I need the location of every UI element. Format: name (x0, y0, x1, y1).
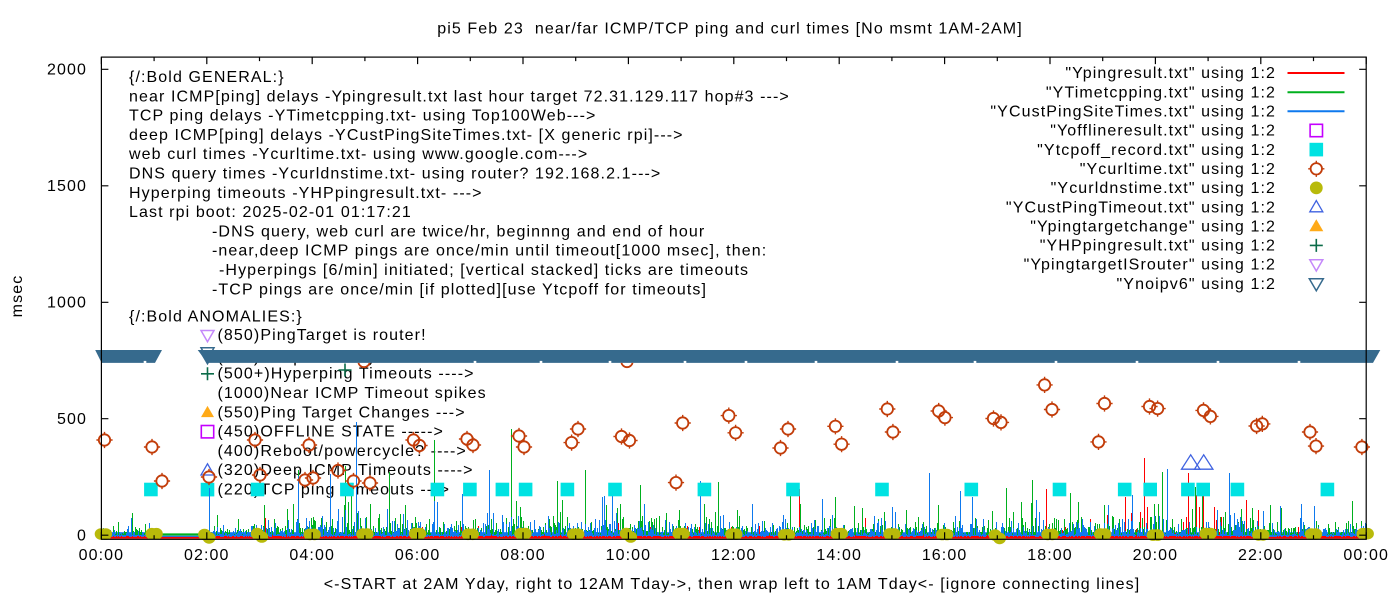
svg-text:22:00: 22:00 (1238, 547, 1284, 564)
svg-text:-Hyperpings [6/min] initiated;: -Hyperpings [6/min] initiated; [vertical… (219, 262, 749, 279)
svg-text:2000: 2000 (47, 62, 87, 79)
svg-text:18:00: 18:00 (1027, 547, 1073, 564)
svg-text:(450)OFFLINE STATE ----->: (450)OFFLINE STATE -----> (218, 424, 444, 441)
svg-text:08:00: 08:00 (500, 547, 546, 564)
svg-text:msec: msec (9, 275, 26, 318)
svg-text:(500+)Hyperping Timeouts ---->: (500+)Hyperping Timeouts ----> (218, 366, 475, 383)
svg-text:20:00: 20:00 (1133, 547, 1179, 564)
svg-text:<-START at 2AM Yday, right to: <-START at 2AM Yday, right to 12AM Tday-… (324, 576, 1141, 593)
svg-text:(850)PingTarget is router!: (850)PingTarget is router! (218, 327, 427, 344)
svg-text:"YTimetcpping.txt" using 1:2: "YTimetcpping.txt" using 1:2 (1046, 84, 1276, 101)
svg-text:(220)TCP ping Timeouts --->: (220)TCP ping Timeouts ---> (218, 482, 451, 499)
svg-text:TCP ping delays -YTimetcpping.: TCP ping delays -YTimetcpping.txt- using… (129, 108, 596, 125)
svg-text:"Ypingtargetchange" using 1:2: "Ypingtargetchange" using 1:2 (1030, 218, 1276, 235)
svg-text:00:00: 00:00 (79, 547, 125, 564)
svg-text:pi5 Feb 23 near/far ICMP/TCP: pi5 Feb 23 near/far ICMP/TCP ping and cu… (437, 21, 1023, 38)
svg-text:-DNS query, web curl are twice: -DNS query, web curl are twice/hr, begin… (212, 223, 705, 240)
svg-text:(1000)Near ICMP Timeout spikes: (1000)Near ICMP Timeout spikes (218, 385, 487, 402)
svg-text:"Ynoipv6" using 1:2: "Ynoipv6" using 1:2 (1117, 276, 1276, 293)
svg-text:"YCustPingSiteTimes.txt" using: "YCustPingSiteTimes.txt" using 1:2 (990, 104, 1276, 121)
svg-text:"Ycurldnstime.txt" using 1:2: "Ycurldnstime.txt" using 1:2 (1051, 180, 1276, 197)
svg-text:14:00: 14:00 (816, 547, 862, 564)
svg-text:Hyperping timeouts -YHPpingres: Hyperping timeouts -YHPpingresult.txt- -… (129, 185, 483, 202)
svg-text:"Yofflineresult.txt" using 1:2: "Yofflineresult.txt" using 1:2 (1050, 123, 1276, 140)
svg-text:02:00: 02:00 (184, 547, 230, 564)
svg-text:-near,deep ICMP pings are once: -near,deep ICMP pings are once/min until… (212, 243, 767, 260)
svg-text:{/:Bold GENERAL:}: {/:Bold GENERAL:} (129, 69, 285, 86)
svg-text:1500: 1500 (47, 178, 87, 195)
svg-text:Last rpi boot: 2025-02-01 01:1: Last rpi boot: 2025-02-01 01:17:21 (129, 204, 412, 221)
svg-text:00:00: 00:00 (1343, 547, 1389, 564)
svg-text:deep ICMP[ping] delays -YCustP: deep ICMP[ping] delays -YCustPingSiteTim… (129, 127, 684, 144)
svg-text:"Ytcpoff_record.txt" using 1:2: "Ytcpoff_record.txt" using 1:2 (1037, 142, 1276, 159)
svg-text:"Ypingresult.txt" using 1:2: "Ypingresult.txt" using 1:2 (1065, 65, 1276, 82)
svg-text:{/:Bold ANOMALIES:}: {/:Bold ANOMALIES:} (129, 308, 303, 325)
svg-text:-TCP pings are once/min [if pl: -TCP pings are once/min [if plotted][use… (212, 281, 707, 298)
svg-text:06:00: 06:00 (395, 547, 441, 564)
svg-text:(400)Reboot/powercycle? ---->: (400)Reboot/powercycle? ----> (218, 443, 467, 460)
svg-text:500: 500 (57, 411, 87, 428)
svg-text:DNS query times -Ycurldnstime.: DNS query times -Ycurldnstime.txt- using… (129, 166, 661, 183)
svg-text:"YpingtargetISrouter" using 1:: "YpingtargetISrouter" using 1:2 (1024, 257, 1276, 274)
svg-text:"YCustPingTimeout.txt" using 1: "YCustPingTimeout.txt" using 1:2 (1006, 199, 1276, 216)
svg-text:0: 0 (77, 527, 87, 544)
svg-text:"Ycurltime.txt" using 1:2: "Ycurltime.txt" using 1:2 (1080, 161, 1276, 178)
svg-text:near ICMP[ping] delays -Ypingr: near ICMP[ping] delays -Ypingresult.txt … (129, 88, 790, 105)
svg-text:1000: 1000 (47, 295, 87, 312)
svg-text:10:00: 10:00 (606, 547, 652, 564)
svg-text:web curl times -Ycurltime.txt-: web curl times -Ycurltime.txt- using www… (128, 146, 588, 163)
svg-text:(550)Ping Target Changes --->: (550)Ping Target Changes ---> (218, 404, 466, 421)
svg-text:"YHPpingresult.txt" using 1:2: "YHPpingresult.txt" using 1:2 (1040, 238, 1276, 255)
svg-text:16:00: 16:00 (922, 547, 968, 564)
svg-text:04:00: 04:00 (289, 547, 335, 564)
svg-text:12:00: 12:00 (711, 547, 757, 564)
